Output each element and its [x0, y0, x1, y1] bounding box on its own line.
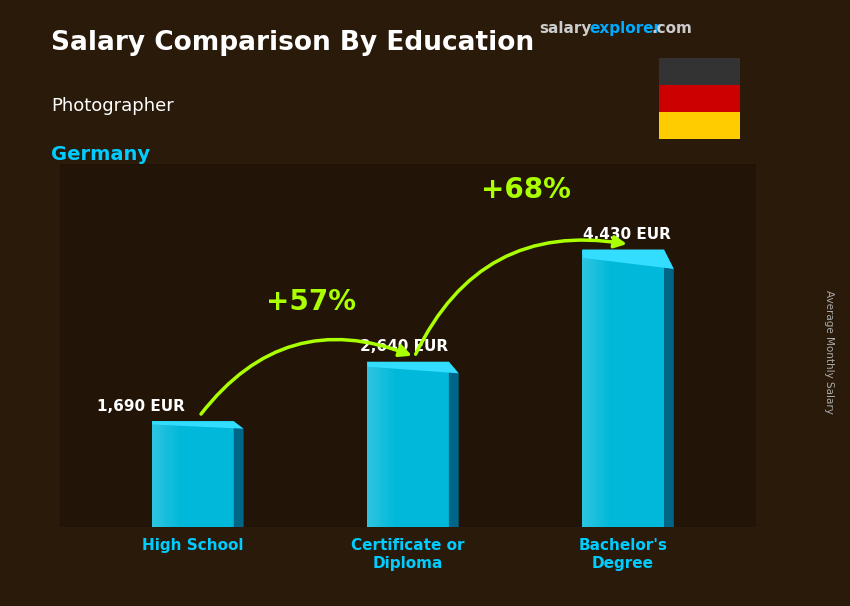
Text: 4,430 EUR: 4,430 EUR — [583, 227, 672, 242]
Bar — [607, 250, 609, 527]
Bar — [167, 421, 169, 527]
Bar — [592, 250, 593, 527]
Bar — [169, 421, 171, 527]
Text: Photographer: Photographer — [51, 97, 173, 115]
Text: Average Monthly Salary: Average Monthly Salary — [824, 290, 834, 413]
Text: 1,690 EUR: 1,690 EUR — [97, 399, 185, 414]
Bar — [596, 250, 598, 527]
Bar — [177, 421, 178, 527]
Bar — [588, 250, 590, 527]
Bar — [171, 421, 173, 527]
Bar — [156, 421, 158, 527]
Polygon shape — [152, 421, 244, 428]
Bar — [162, 421, 163, 527]
Bar — [371, 362, 373, 527]
Bar — [388, 362, 390, 527]
Bar — [584, 250, 586, 527]
Bar — [367, 362, 449, 527]
Bar — [378, 362, 381, 527]
Text: Germany: Germany — [51, 145, 150, 164]
Text: .com: .com — [651, 21, 692, 36]
Bar — [659, 58, 740, 85]
Bar — [382, 362, 384, 527]
Bar — [598, 250, 599, 527]
Bar — [659, 112, 740, 139]
Bar — [60, 164, 756, 527]
Bar — [582, 250, 664, 527]
Bar — [386, 362, 388, 527]
Bar — [590, 250, 592, 527]
Bar — [609, 250, 611, 527]
Bar — [154, 421, 156, 527]
Bar — [586, 250, 588, 527]
Bar — [160, 421, 162, 527]
Bar — [175, 421, 177, 527]
Bar — [593, 250, 596, 527]
Bar — [392, 362, 394, 527]
Bar — [166, 421, 167, 527]
Polygon shape — [367, 362, 459, 373]
Polygon shape — [449, 362, 459, 527]
Text: +68%: +68% — [481, 176, 571, 204]
Bar — [394, 362, 396, 527]
Text: Salary Comparison By Education: Salary Comparison By Education — [51, 30, 534, 56]
Bar — [582, 250, 584, 527]
Bar — [659, 85, 740, 112]
Bar — [377, 362, 378, 527]
Bar — [367, 362, 369, 527]
Bar — [601, 250, 603, 527]
Bar — [375, 362, 377, 527]
Bar — [599, 250, 601, 527]
Bar — [152, 421, 154, 527]
Text: salary: salary — [540, 21, 592, 36]
Bar — [373, 362, 375, 527]
Polygon shape — [582, 250, 674, 269]
Bar — [163, 421, 166, 527]
Polygon shape — [234, 421, 244, 527]
Bar — [384, 362, 386, 527]
Bar — [173, 421, 175, 527]
Bar — [158, 421, 160, 527]
Bar — [369, 362, 371, 527]
Bar — [152, 421, 234, 527]
Bar — [605, 250, 607, 527]
Bar — [381, 362, 382, 527]
Polygon shape — [664, 250, 674, 527]
Text: explorer: explorer — [589, 21, 661, 36]
Text: +57%: +57% — [266, 288, 356, 316]
Bar — [178, 421, 180, 527]
Bar — [604, 250, 605, 527]
Text: 2,640 EUR: 2,640 EUR — [360, 339, 448, 354]
Bar — [390, 362, 392, 527]
